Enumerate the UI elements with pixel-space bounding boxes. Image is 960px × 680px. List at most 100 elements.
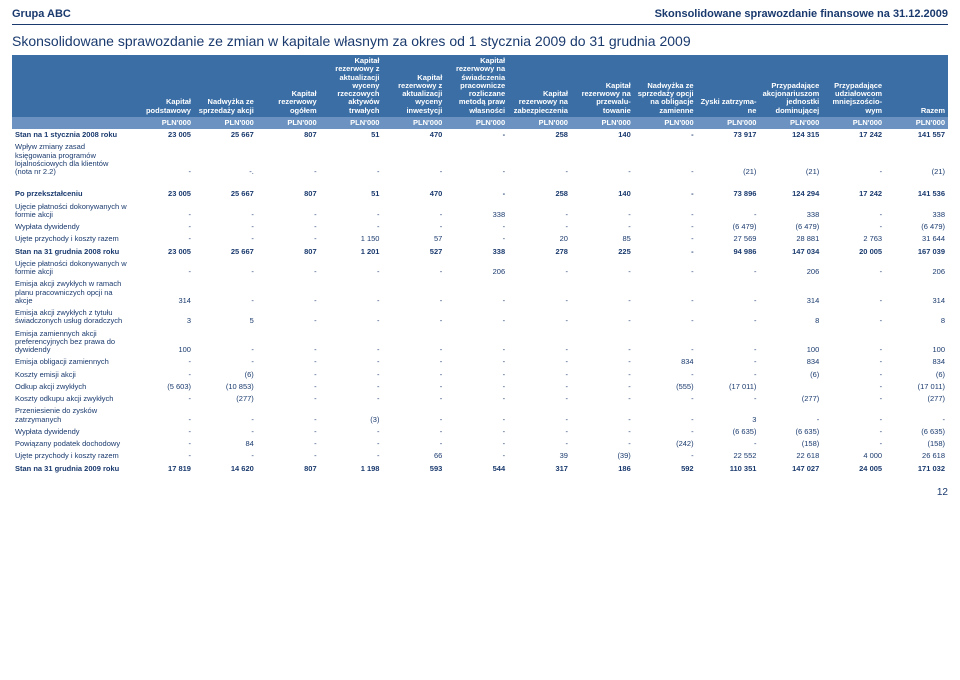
cell: - bbox=[571, 141, 634, 178]
cell: (10 853) bbox=[194, 381, 257, 393]
col-unit-10: PLN'000 bbox=[759, 117, 822, 129]
cell: - bbox=[257, 307, 320, 328]
cell: 100 bbox=[885, 328, 948, 357]
cell: 100 bbox=[759, 328, 822, 357]
equity-changes-table: Kapitał podstawowyNadwyżka ze sprzedaży … bbox=[12, 55, 948, 475]
cell: (158) bbox=[759, 438, 822, 450]
cell: - bbox=[571, 393, 634, 405]
cell: 141 557 bbox=[885, 129, 948, 141]
table-row: Emisja zamiennych akcji preferencyjnych … bbox=[12, 328, 948, 357]
cell: 258 bbox=[508, 129, 571, 141]
cell: - bbox=[445, 141, 508, 178]
cell: 206 bbox=[445, 258, 508, 279]
cell: - bbox=[257, 356, 320, 368]
cell: - bbox=[445, 278, 508, 307]
col-unit-7: PLN'000 bbox=[571, 117, 634, 129]
col-header-9: Zyski zatrzyma- ne bbox=[697, 55, 760, 117]
cell: - bbox=[320, 141, 383, 178]
cell: - bbox=[508, 221, 571, 233]
header-left: Grupa ABC bbox=[12, 8, 71, 20]
cell: (6 635) bbox=[885, 426, 948, 438]
table-row: Stan na 31 grudnia 2008 roku23 00525 667… bbox=[12, 246, 948, 258]
cell: - bbox=[131, 356, 194, 368]
cell: - bbox=[194, 221, 257, 233]
cell: 147 034 bbox=[759, 246, 822, 258]
cell: - bbox=[634, 426, 697, 438]
cell: - bbox=[634, 221, 697, 233]
cell: - bbox=[382, 381, 445, 393]
cell: (6 635) bbox=[697, 426, 760, 438]
cell: - bbox=[445, 438, 508, 450]
cell: 3 bbox=[131, 307, 194, 328]
cell: - bbox=[571, 426, 634, 438]
table-row: Koszty odkupu akcji zwykłych-(277)------… bbox=[12, 393, 948, 405]
cell: - bbox=[131, 201, 194, 222]
col-header-5: Kapitał rezerwowy na świadczenia pracown… bbox=[445, 55, 508, 117]
cell: 124 315 bbox=[759, 129, 822, 141]
cell: 110 351 bbox=[697, 463, 760, 475]
cell: 807 bbox=[257, 463, 320, 475]
col-header-1: Nadwyżka ze sprzedaży akcji bbox=[194, 55, 257, 117]
cell: - bbox=[194, 356, 257, 368]
cell: 17 819 bbox=[131, 463, 194, 475]
cell: - bbox=[257, 278, 320, 307]
cell: - bbox=[257, 369, 320, 381]
cell: (17 011) bbox=[885, 381, 948, 393]
cell: 3 bbox=[697, 405, 760, 426]
cell: 84 bbox=[194, 438, 257, 450]
cell: (6 479) bbox=[885, 221, 948, 233]
cell: - bbox=[697, 438, 760, 450]
cell: - bbox=[257, 450, 320, 462]
col-header-12: Razem bbox=[885, 55, 948, 117]
cell: - bbox=[131, 426, 194, 438]
table-row: Emisja akcji zwykłych z tytułu świadczon… bbox=[12, 307, 948, 328]
cell: 338 bbox=[885, 201, 948, 222]
cell: 124 294 bbox=[759, 188, 822, 200]
cell: (21) bbox=[885, 141, 948, 178]
cell: (277) bbox=[885, 393, 948, 405]
page-title: Skonsolidowane sprawozdanie ze zmian w k… bbox=[12, 33, 948, 49]
cell: - bbox=[382, 426, 445, 438]
cell: - bbox=[822, 426, 885, 438]
col-header-10: Przypadające akcjonariuszom jednostki do… bbox=[759, 55, 822, 117]
col-unit-12: PLN'000 bbox=[885, 117, 948, 129]
row-label: Emisja obligacji zamiennych bbox=[12, 356, 131, 368]
cell: - bbox=[194, 201, 257, 222]
cell: - bbox=[822, 221, 885, 233]
cell: - bbox=[697, 369, 760, 381]
cell: 140 bbox=[571, 129, 634, 141]
cell: 1 201 bbox=[320, 246, 383, 258]
cell: - bbox=[320, 438, 383, 450]
table-row: Po przekształceniu23 00525 66780751470-2… bbox=[12, 188, 948, 200]
table-row: Emisja obligacji zamiennych--------834-8… bbox=[12, 356, 948, 368]
row-label: Emisja zamiennych akcji preferencyjnych … bbox=[12, 328, 131, 357]
cell: - bbox=[320, 426, 383, 438]
cell: - bbox=[885, 405, 948, 426]
row-label: Wpływ zmiany zasad księgowania programów… bbox=[12, 141, 131, 178]
cell: - bbox=[320, 369, 383, 381]
cell: 28 881 bbox=[759, 233, 822, 245]
cell: - bbox=[571, 381, 634, 393]
cell: (277) bbox=[759, 393, 822, 405]
cell: - bbox=[382, 141, 445, 178]
cell: - bbox=[382, 201, 445, 222]
cell: -. bbox=[194, 141, 257, 178]
cell: - bbox=[257, 258, 320, 279]
cell: - bbox=[257, 405, 320, 426]
cell: - bbox=[194, 405, 257, 426]
cell: 17 242 bbox=[822, 188, 885, 200]
cell: 186 bbox=[571, 463, 634, 475]
row-label: Po przekształceniu bbox=[12, 188, 131, 200]
cell bbox=[759, 381, 822, 393]
col-unit-11: PLN'000 bbox=[822, 117, 885, 129]
cell: - bbox=[571, 405, 634, 426]
table-row: Koszty emisji akcji-(6)--------(6)-(6) bbox=[12, 369, 948, 381]
col-unit-9: PLN'000 bbox=[697, 117, 760, 129]
cell: - bbox=[445, 381, 508, 393]
col-unit-6: PLN'000 bbox=[508, 117, 571, 129]
cell: 100 bbox=[131, 328, 194, 357]
cell: 20 005 bbox=[822, 246, 885, 258]
cell: - bbox=[382, 369, 445, 381]
table-row: Wypłata dywidendy---------(6 479)(6 479)… bbox=[12, 221, 948, 233]
cell: 140 bbox=[571, 188, 634, 200]
